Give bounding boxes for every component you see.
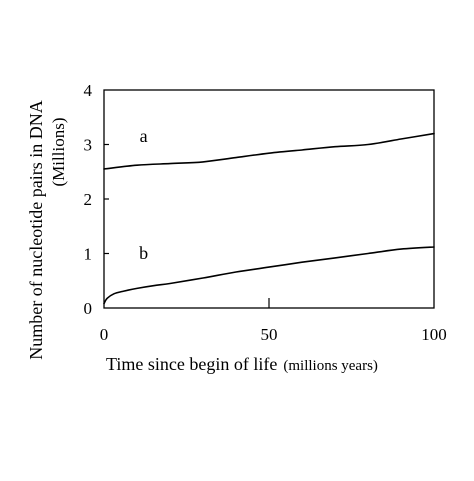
x-axis-title-unit: (millions years) xyxy=(283,358,378,374)
x-tick-label-100: 100 xyxy=(421,325,447,344)
series-line-a xyxy=(103,132,435,170)
series-layer: ab xyxy=(103,126,435,305)
series-line-b xyxy=(103,246,435,305)
y-axis-title-main: Number of nucleotide pairs in DNA xyxy=(26,100,46,359)
x-tick-label-0: 0 xyxy=(100,325,109,344)
y-axis-title-unit: (Millions) xyxy=(49,118,68,187)
y-tick-label-4: 4 xyxy=(84,81,93,100)
x-tick-label-50: 50 xyxy=(261,325,278,344)
series-label-a: a xyxy=(140,126,148,146)
y-tick-label-2: 2 xyxy=(84,190,93,209)
y-tick-label-0: 0 xyxy=(84,299,93,318)
x-axis-title: Time since begin of life (millions years) xyxy=(106,354,378,374)
x-axis-title-main: Time since begin of life xyxy=(106,354,277,374)
labels-layer: Time since begin of life (millions years)… xyxy=(26,100,378,374)
y-tick-label-1: 1 xyxy=(84,245,93,264)
y-tick-label-3: 3 xyxy=(84,136,93,155)
series-label-b: b xyxy=(139,243,148,263)
axes-layer: 0 1 2 3 4 0 50 100 xyxy=(84,81,447,344)
plot-frame xyxy=(103,89,435,309)
